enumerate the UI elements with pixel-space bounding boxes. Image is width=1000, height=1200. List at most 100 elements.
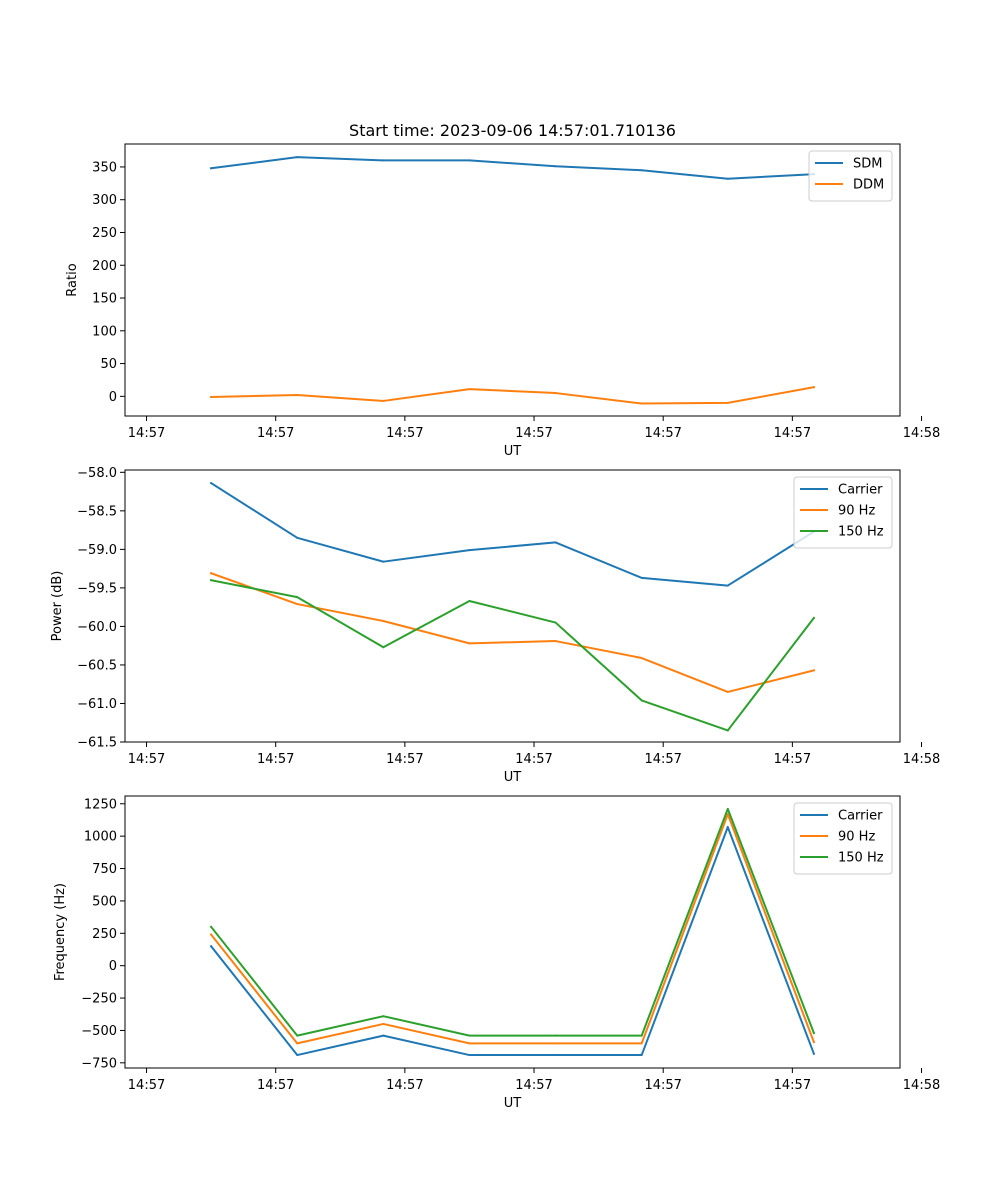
chart-0-y-tick-label: 300 <box>92 193 117 208</box>
chart-2-legend-label-0: Carrier <box>838 809 883 824</box>
chart-0-y-axis-label: Ratio <box>65 263 80 296</box>
chart-2-series-2-point <box>812 1032 815 1035</box>
chart-1-series-2-point <box>296 596 299 599</box>
chart-1-series-1-point <box>468 642 471 645</box>
chart-0-series-0-point <box>468 159 471 162</box>
chart-2-series-1-line <box>209 813 816 1045</box>
chart-1-series-0-point <box>554 541 557 544</box>
chart-2-series-2-point <box>210 925 213 928</box>
chart-0-series-1-point <box>812 386 815 389</box>
chart-2-series-1-point <box>812 1041 815 1044</box>
chart-0-legend-label-1: DDM <box>853 178 884 193</box>
chart-2-series-2-point <box>726 807 729 810</box>
chart-1-series-0-point <box>382 560 385 563</box>
chart-2-y-tick-label: 0 <box>109 959 117 974</box>
chart-0-series-0-point <box>296 156 299 159</box>
chart-1-y-axis-label: Power (dB) <box>50 571 65 642</box>
chart-2-series-0-point <box>382 1034 385 1037</box>
chart-1-series-0-point <box>210 482 213 485</box>
chart-0-series-0-point <box>554 165 557 168</box>
chart-0-series-0-point <box>382 159 385 162</box>
chart-1-series-2-line <box>209 579 816 732</box>
chart-1-y-tick-label: −61.5 <box>77 736 117 751</box>
chart-2-x-tick-label: 14:57 <box>644 1078 681 1093</box>
chart-1-x-tick-label: 14:57 <box>644 752 681 767</box>
chart-2-series-2-point <box>296 1034 299 1037</box>
chart-0-x-tick-label: 14:57 <box>515 426 552 441</box>
chart-1-series-2-point <box>382 646 385 649</box>
chart-1-series-1-point <box>210 572 213 575</box>
chart-2-legend: Carrier 90 Hz 150 Hz <box>793 802 893 875</box>
chart-1-series-1-point <box>812 669 815 672</box>
chart-0-series-1-point <box>296 394 299 397</box>
chart-2-series-0-point <box>640 1054 643 1057</box>
chart-0-y-tick-label: 50 <box>100 357 117 372</box>
chart-2-x-tick-label: 14:57 <box>257 1078 294 1093</box>
chart-0-series-1-line <box>210 385 816 405</box>
chart-0-series-0-point <box>640 169 643 172</box>
chart-1-axes-frame <box>124 469 901 743</box>
chart-0-y-tick-label: 250 <box>92 226 117 241</box>
chart-2-series-2-point <box>640 1034 643 1037</box>
chart-0-y-tick-label: 200 <box>92 259 117 274</box>
chart-1-series-2-point <box>726 729 729 732</box>
chart-2-series-2-point <box>382 1015 385 1018</box>
chart-2-y-tick-label: 1000 <box>84 830 117 845</box>
chart-2-y-tick-label: 1250 <box>84 797 117 812</box>
chart-1-series-0-point <box>468 549 471 552</box>
chart-0-series-1-point <box>726 401 729 404</box>
chart-0-series-1-point <box>210 395 213 398</box>
chart-1-series-1-point <box>640 657 643 660</box>
chart-2-series-2-point <box>554 1034 557 1037</box>
chart-1-legend-label-0: Carrier <box>838 483 883 498</box>
chart-1-series-0-point <box>640 576 643 579</box>
chart-2-series-0-point <box>812 1052 815 1055</box>
chart-1-series-1-line <box>209 571 816 693</box>
chart-2-x-tick-label: 14:57 <box>386 1078 423 1093</box>
chart-1-legend: Carrier 90 Hz 150 Hz <box>793 476 893 549</box>
chart-0-series-0-point <box>726 177 729 180</box>
chart-2-series-1-point <box>640 1042 643 1045</box>
chart-2-axes-frame <box>124 795 901 1069</box>
chart-2-series-1-point <box>468 1042 471 1045</box>
chart-1-y-tick-label: −58.5 <box>77 504 117 519</box>
chart-0-y-tick-label: 350 <box>92 160 117 175</box>
chart-2-y-tick-label: −250 <box>81 992 117 1007</box>
chart-1-series-1-point <box>726 690 729 693</box>
chart-1-legend-label-2: 150 Hz <box>838 525 884 540</box>
chart-2-y-tick-label: 750 <box>92 862 117 877</box>
chart-0-x-tick-label: 14:57 <box>128 426 165 441</box>
chart-1-x-tick-label: 14:57 <box>386 752 423 767</box>
chart-1-x-tick-label: 14:57 <box>128 752 165 767</box>
chart-0-series-0-line <box>209 156 815 180</box>
chart-2-y-tick-label: −750 <box>81 1056 117 1071</box>
chart-2-series-0-point <box>210 945 213 948</box>
chart-2-series-1-point <box>554 1042 557 1045</box>
chart-2-y-tick-label: −500 <box>81 1024 117 1039</box>
chart-2-y-tick-label: 500 <box>92 894 117 909</box>
chart-1-series-2-point <box>812 616 815 619</box>
chart-0-series-0-point <box>210 167 213 170</box>
chart-0-axes-frame <box>124 143 901 417</box>
chart-1-x-axis-label: UT <box>504 770 522 785</box>
chart-2-y-axis-label: Frequency (Hz) <box>53 883 68 981</box>
chart-2-series-1-point <box>296 1042 299 1045</box>
chart-0-series-1-point <box>554 392 557 395</box>
chart-1-x-tick-label: 14:57 <box>774 752 811 767</box>
chart-1-x-tick-label: 14:57 <box>515 752 552 767</box>
chart-1-series-0-point <box>726 584 729 587</box>
chart-2-x-tick-label: 14:57 <box>128 1078 165 1093</box>
chart-0-x-tick-label: 14:57 <box>257 426 294 441</box>
chart-0-series-1-point <box>640 402 643 405</box>
chart-2-series-0-line <box>209 826 816 1057</box>
chart-0-legend-label-0: SDM <box>853 157 882 172</box>
chart-2-series-1-point <box>726 813 729 816</box>
chart-2-legend-label-1: 90 Hz <box>838 830 875 845</box>
chart-2-series-0-point <box>726 826 729 829</box>
chart-1-legend-label-1: 90 Hz <box>838 504 875 519</box>
chart-2-series-0-point <box>296 1054 299 1057</box>
chart-2-series-2-line <box>209 807 816 1037</box>
chart-0-x-tick-label: 14:57 <box>774 426 811 441</box>
chart-2-y-tick-label: 250 <box>92 927 117 942</box>
